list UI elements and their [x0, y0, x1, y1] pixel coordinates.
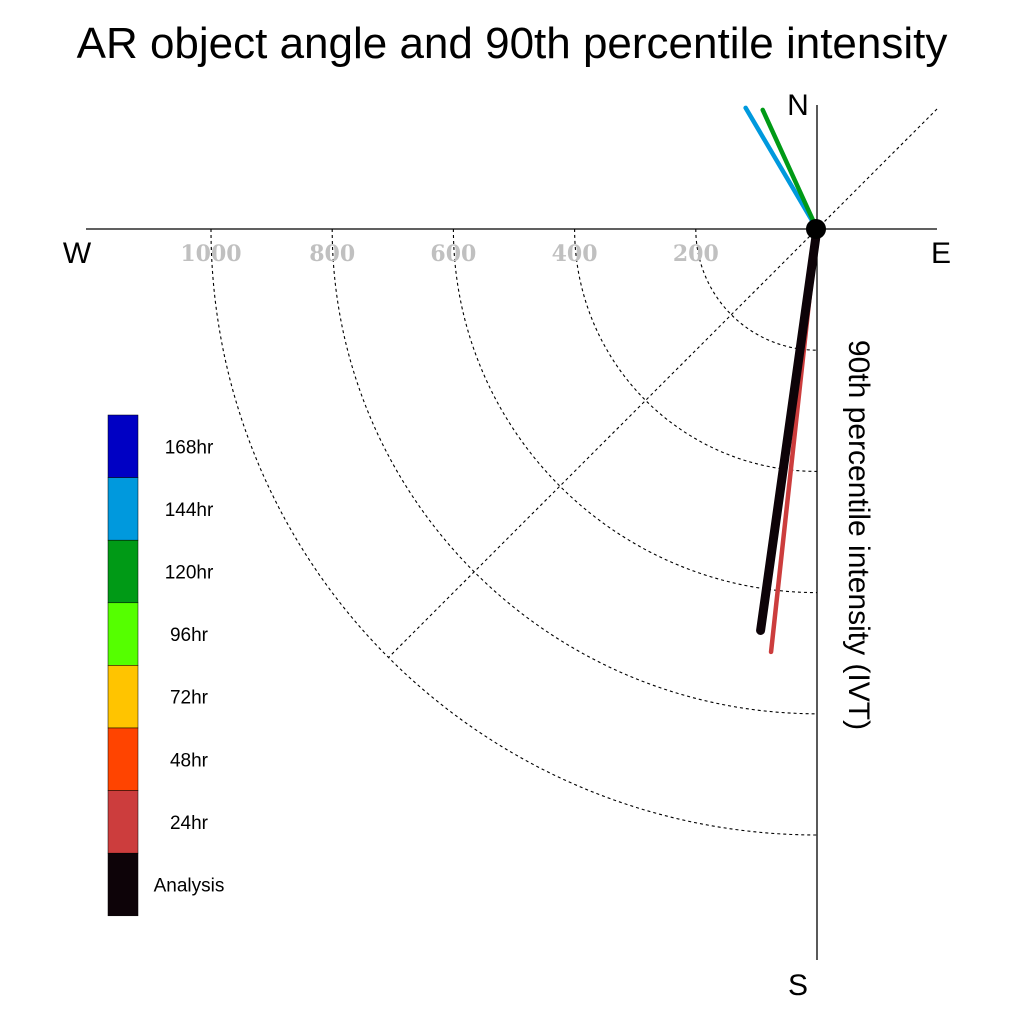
legend-swatch-48hr	[107, 727, 139, 791]
vector-144hr	[743, 105, 820, 232]
legend-label-96hr: 96hr	[170, 625, 209, 646]
legend-label-24hr: 24hr	[170, 813, 209, 834]
legend-swatch-168hr	[107, 414, 139, 478]
vector-analysis	[756, 224, 822, 635]
intensity-vectors	[743, 105, 822, 655]
intensity-ring-600	[452, 228, 818, 594]
chart-title: AR object angle and 90th percentile inte…	[77, 19, 948, 68]
intensity-ring-1000	[210, 228, 818, 836]
legend-swatch-144hr	[107, 477, 139, 541]
legend-swatch-96hr	[107, 602, 139, 666]
legend-swatch-24hr	[107, 790, 139, 854]
legend: 168hr 144hr 120hr 96hr 72hr 48hr 24hr Analysis	[107, 414, 225, 917]
radial-axis-label: 90th percentile intensity (IVT)	[842, 340, 875, 730]
legend-label-144hr: 144hr	[165, 500, 214, 521]
legend-label-48hr: 48hr	[170, 750, 209, 771]
legend-swatch-72hr	[107, 665, 139, 729]
legend-label-120hr: 120hr	[165, 563, 214, 584]
legend-label-analysis: Analysis	[154, 876, 225, 897]
legend-swatch-120hr	[107, 539, 139, 604]
legend-swatch-analysis	[107, 852, 139, 917]
compass-south-label: S	[788, 969, 808, 1002]
radial-tick-600: 600	[430, 241, 476, 267]
intensity-ring-400	[574, 228, 818, 472]
compass-east-label: E	[931, 237, 951, 270]
legend-label-72hr: 72hr	[170, 688, 209, 709]
vector-120hr	[760, 107, 820, 232]
compass-north-label: N	[787, 89, 809, 122]
compass-west-label: W	[63, 237, 92, 270]
radial-tick-400: 400	[552, 241, 598, 267]
intensity-rings	[210, 228, 818, 836]
radial-tick-800: 800	[309, 241, 355, 267]
intensity-ring-200	[695, 228, 818, 351]
origin-marker	[806, 219, 826, 239]
legend-label-168hr: 168hr	[165, 437, 214, 458]
radial-tick-200: 200	[673, 241, 719, 267]
radial-tick-labels: 200 400 600 800 1000	[180, 241, 718, 267]
radial-tick-1000: 1000	[180, 241, 241, 267]
